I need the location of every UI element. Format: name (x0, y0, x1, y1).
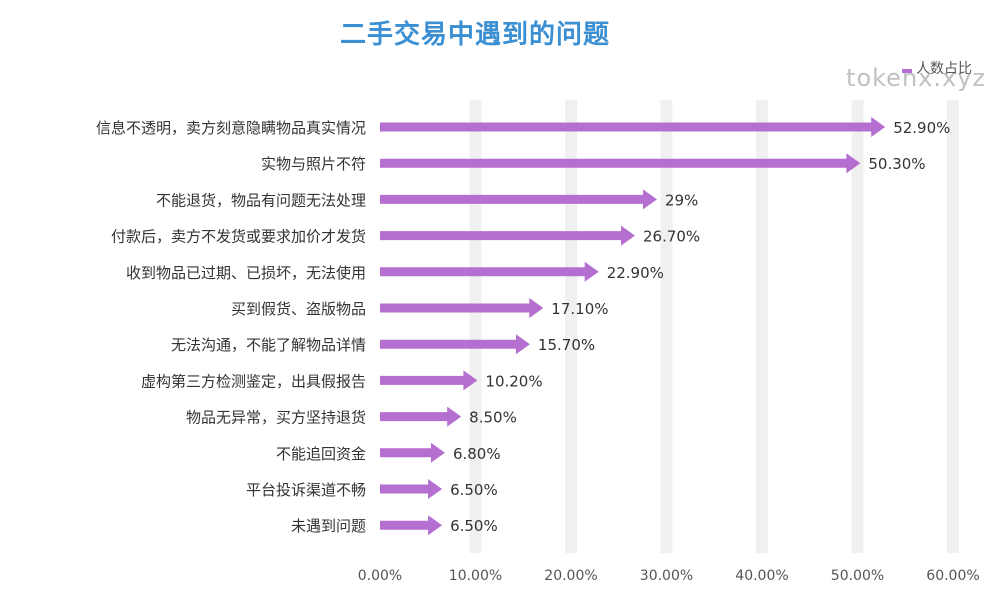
bar-arrow (380, 225, 635, 246)
data-label: 15.70% (538, 336, 595, 354)
bar-arrow (380, 370, 478, 391)
x-tick-label: 20.00% (544, 568, 597, 584)
data-label: 6.50% (450, 517, 498, 535)
legend-swatch (902, 69, 912, 73)
bar-arrow (380, 261, 599, 282)
data-label: 26.70% (643, 228, 700, 246)
data-label: 17.10% (551, 300, 608, 318)
x-tick-label: 40.00% (735, 568, 788, 584)
gridline (660, 100, 673, 553)
bar-arrow (380, 334, 530, 355)
gridline (851, 100, 864, 553)
data-label: 6.50% (450, 481, 498, 499)
gridline (756, 100, 768, 553)
bar-arrow (380, 117, 886, 137)
data-label: 10.20% (485, 372, 542, 390)
watermark: tokenx.xyz (846, 64, 986, 92)
category-label: 不能追回资金 (276, 445, 366, 463)
bar-arrow (380, 479, 443, 499)
x-tick-label: 10.00% (449, 568, 502, 584)
data-label: 50.30% (868, 155, 925, 173)
bar-arrow (380, 153, 861, 174)
legend-label: 人数占比 (916, 61, 972, 77)
category-label: 物品无异常，买方坚持退货 (186, 409, 366, 427)
category-label: 虚构第三方检测鉴定，出具假报告 (141, 372, 366, 390)
data-label: 6.80% (453, 445, 501, 463)
x-tick-label: 50.00% (831, 568, 884, 584)
x-tick-label: 60.00% (926, 568, 979, 584)
category-label: 付款后，卖方不发货或要求加价才发货 (111, 228, 366, 246)
x-tick-label: 30.00% (640, 568, 693, 584)
bar-arrow (380, 298, 544, 318)
bar-arrow (380, 515, 443, 536)
bar-arrow (380, 189, 657, 210)
data-label: 29% (665, 191, 698, 209)
gridline (565, 100, 577, 553)
category-label: 信息不透明，卖方刻意隐瞒物品真实情况 (96, 119, 366, 137)
category-label: 未遇到问题 (291, 517, 366, 535)
gridline (469, 100, 482, 553)
x-tick-label: 0.00% (358, 568, 402, 584)
legend: 人数占比 (902, 58, 972, 78)
category-label: 买到假货、盗版物品 (231, 300, 366, 318)
category-label: 平台投诉渠道不畅 (246, 481, 366, 499)
category-label: 实物与照片不符 (261, 155, 366, 173)
gridline (947, 100, 959, 553)
category-label: 不能退货，物品有问题无法处理 (156, 191, 366, 209)
data-label: 8.50% (469, 409, 517, 427)
category-label: 无法沟通，不能了解物品详情 (171, 336, 366, 354)
data-label: 52.90% (893, 119, 950, 137)
bar-arrow (380, 406, 462, 427)
bar-arrow (380, 442, 445, 463)
category-label: 收到物品已过期、已损坏，无法使用 (126, 264, 366, 282)
chart-title: 二手交易中遇到的问题 (339, 20, 610, 50)
data-label: 22.90% (607, 264, 664, 282)
